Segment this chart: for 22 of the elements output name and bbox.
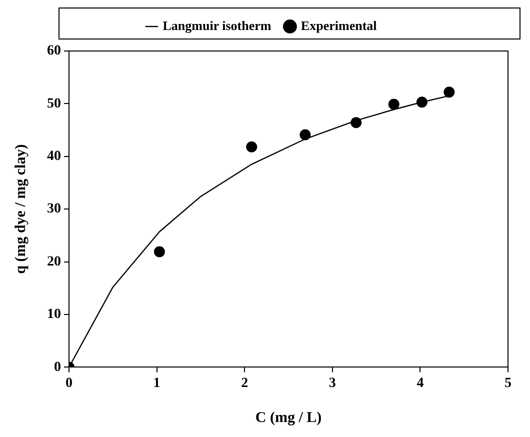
- point: [154, 246, 165, 258]
- y-tick-label: 60: [47, 44, 61, 59]
- legend-label: Langmuir isotherm: [162, 18, 272, 33]
- y-tick-label: 40: [47, 149, 61, 164]
- legend-label: Experimental: [300, 18, 378, 33]
- y-tick-label: 0: [54, 360, 61, 375]
- x-axis-title: C (mg / L): [255, 410, 322, 426]
- x-tick-label: 5: [504, 376, 512, 392]
- y-tick-label: 50: [47, 96, 61, 112]
- x-tick-label: 3: [328, 376, 336, 392]
- point: [246, 141, 258, 152]
- y-axis-title: q (mg dye / mg clay): [12, 144, 29, 274]
- x-tick-label: 1: [153, 376, 160, 392]
- x-tick-label: 0: [66, 376, 72, 392]
- y-tick-label: 20: [47, 254, 61, 270]
- x-tick-label: 2: [241, 376, 248, 392]
- point: [388, 98, 400, 110]
- y-tick-label: 30: [47, 202, 61, 217]
- point: [300, 129, 311, 140]
- point: [444, 86, 455, 98]
- x-tick-label: 4: [416, 376, 424, 392]
- y-tick-label: 10: [47, 307, 61, 322]
